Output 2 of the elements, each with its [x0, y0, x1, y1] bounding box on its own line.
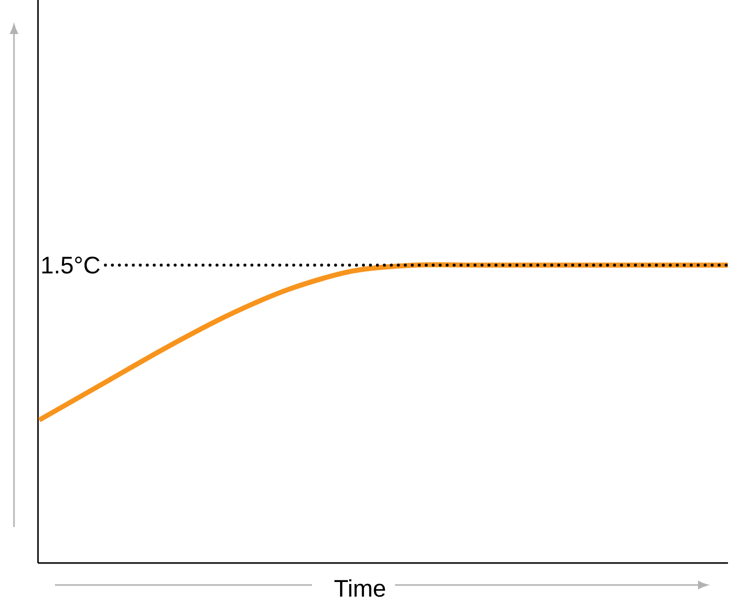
- x-axis-title: Time: [334, 579, 386, 597]
- ref-line-label: 1.5°C: [42, 256, 100, 274]
